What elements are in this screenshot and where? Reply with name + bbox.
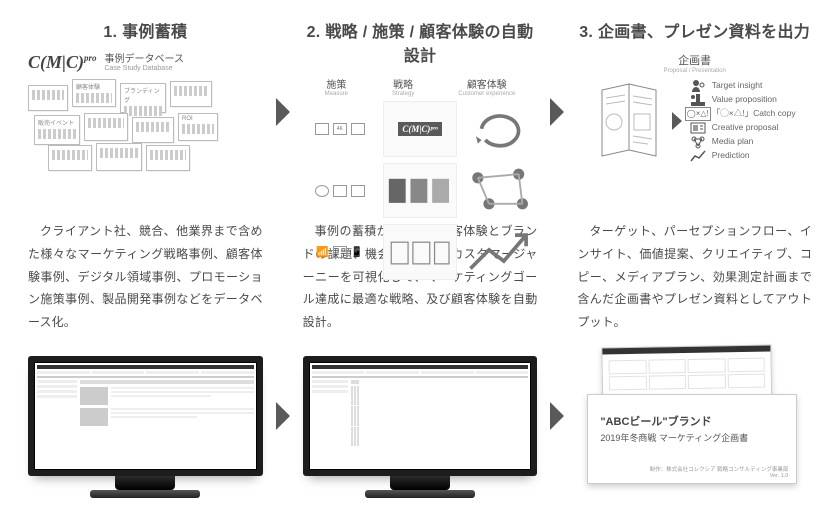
media-icon bbox=[690, 135, 706, 149]
step-1-title: 1. 事例蓄積 bbox=[28, 18, 263, 42]
ppt-title-1: "ABCビール"ブランド bbox=[600, 413, 784, 429]
output-item: Target insight bbox=[690, 79, 796, 93]
output-item: Prediction bbox=[690, 149, 796, 163]
case-card: 顧客体験 bbox=[72, 79, 116, 107]
case-card bbox=[170, 81, 212, 107]
monitor-2 bbox=[303, 356, 538, 476]
case-card: 販売イベント bbox=[34, 115, 80, 145]
step-2-title: 2. 戦略 / 施策 / 顧客体験の自動設計 bbox=[303, 18, 538, 66]
output-item: Media plan bbox=[690, 135, 796, 149]
strategy-logo-cell: C(M|C)ᵖʳᵒ bbox=[383, 101, 457, 157]
measure-icons-1: 4K bbox=[303, 101, 377, 157]
output-item: Creative proposal bbox=[690, 121, 796, 135]
case-card bbox=[84, 113, 128, 141]
ppt-title-2: 2019年冬商戦 マーケティング企画書 bbox=[600, 431, 784, 444]
case-card bbox=[28, 85, 68, 111]
case-card: ブランディング bbox=[120, 83, 166, 113]
cx-growth-icon bbox=[463, 224, 537, 280]
output-list: Target insightValue proposition◯×△!「◯×△!… bbox=[690, 79, 796, 163]
predict-icon bbox=[690, 149, 706, 163]
book-icon bbox=[594, 78, 664, 164]
col1-desc: クライアント社、競合、他業界まで含めた様々なマーケティング戦略事例、顧客体験事例… bbox=[28, 220, 263, 334]
ppt-stack: "ABCビール"ブランド 2019年冬商戦 マーケティング企画書 制作：株式会社… bbox=[577, 346, 812, 486]
step-3-title: 3. 企画書、プレゼン資料を出力 bbox=[577, 18, 812, 42]
value-icon bbox=[690, 93, 706, 107]
strategy-bars-cell bbox=[383, 163, 457, 219]
proposal-label: 企画書 Proposal / Presentation bbox=[577, 52, 812, 74]
case-card bbox=[48, 145, 92, 171]
col3-illustration: 企画書 Proposal / Presentation bbox=[577, 52, 812, 182]
strategy-docs-cell bbox=[383, 224, 457, 280]
monitor-1 bbox=[28, 356, 263, 476]
case-card-cloud: 顧客体験ブランディング販売イベント ROI bbox=[28, 79, 263, 171]
strategy-grid: 4K C(M|C)ᵖʳᵒ bbox=[303, 101, 538, 199]
ppt-front: "ABCビール"ブランド 2019年冬商戦 マーケティング企画書 制作：株式会社… bbox=[587, 394, 797, 484]
case-card: ROI bbox=[178, 113, 218, 141]
arrow-2 bbox=[547, 18, 567, 206]
arrow-4 bbox=[547, 402, 567, 430]
strat-header: 施策Measure bbox=[325, 76, 348, 97]
db-label: 事例データベース Case Study Database bbox=[104, 54, 184, 73]
arrow-1 bbox=[273, 18, 293, 206]
col1-illustration: C(M|C)pro 事例データベース Case Study Database 顧… bbox=[28, 52, 263, 182]
cx-cycle-icon bbox=[463, 101, 537, 157]
measure-icons-3: 📶📱 bbox=[303, 224, 377, 280]
catch-icon: ◯×△! bbox=[690, 107, 706, 121]
measure-icons-2 bbox=[303, 163, 377, 219]
col2-illustration: 施策Measure 戦略Strategy 顧客体験Customer experien… bbox=[303, 76, 538, 206]
strat-header: 戦略Strategy bbox=[392, 76, 414, 97]
strat-header: 顧客体験Customer experience bbox=[458, 76, 515, 97]
cmc-logo: C(M|C)pro bbox=[28, 52, 96, 73]
cx-nodes-icon bbox=[463, 163, 537, 219]
arrow-3 bbox=[273, 402, 293, 430]
case-card bbox=[146, 145, 190, 171]
case-card bbox=[96, 143, 142, 171]
case-card bbox=[132, 117, 174, 143]
output-item: ◯×△!「◯×△!」Catch copy bbox=[690, 107, 796, 121]
creative-icon bbox=[690, 121, 706, 135]
target-icon bbox=[690, 79, 706, 93]
col3-desc: ターゲット、パーセプションフロー、インサイト、価値提案、クリエイティブ、コピー、… bbox=[577, 220, 812, 334]
output-item: Value proposition bbox=[690, 93, 796, 107]
